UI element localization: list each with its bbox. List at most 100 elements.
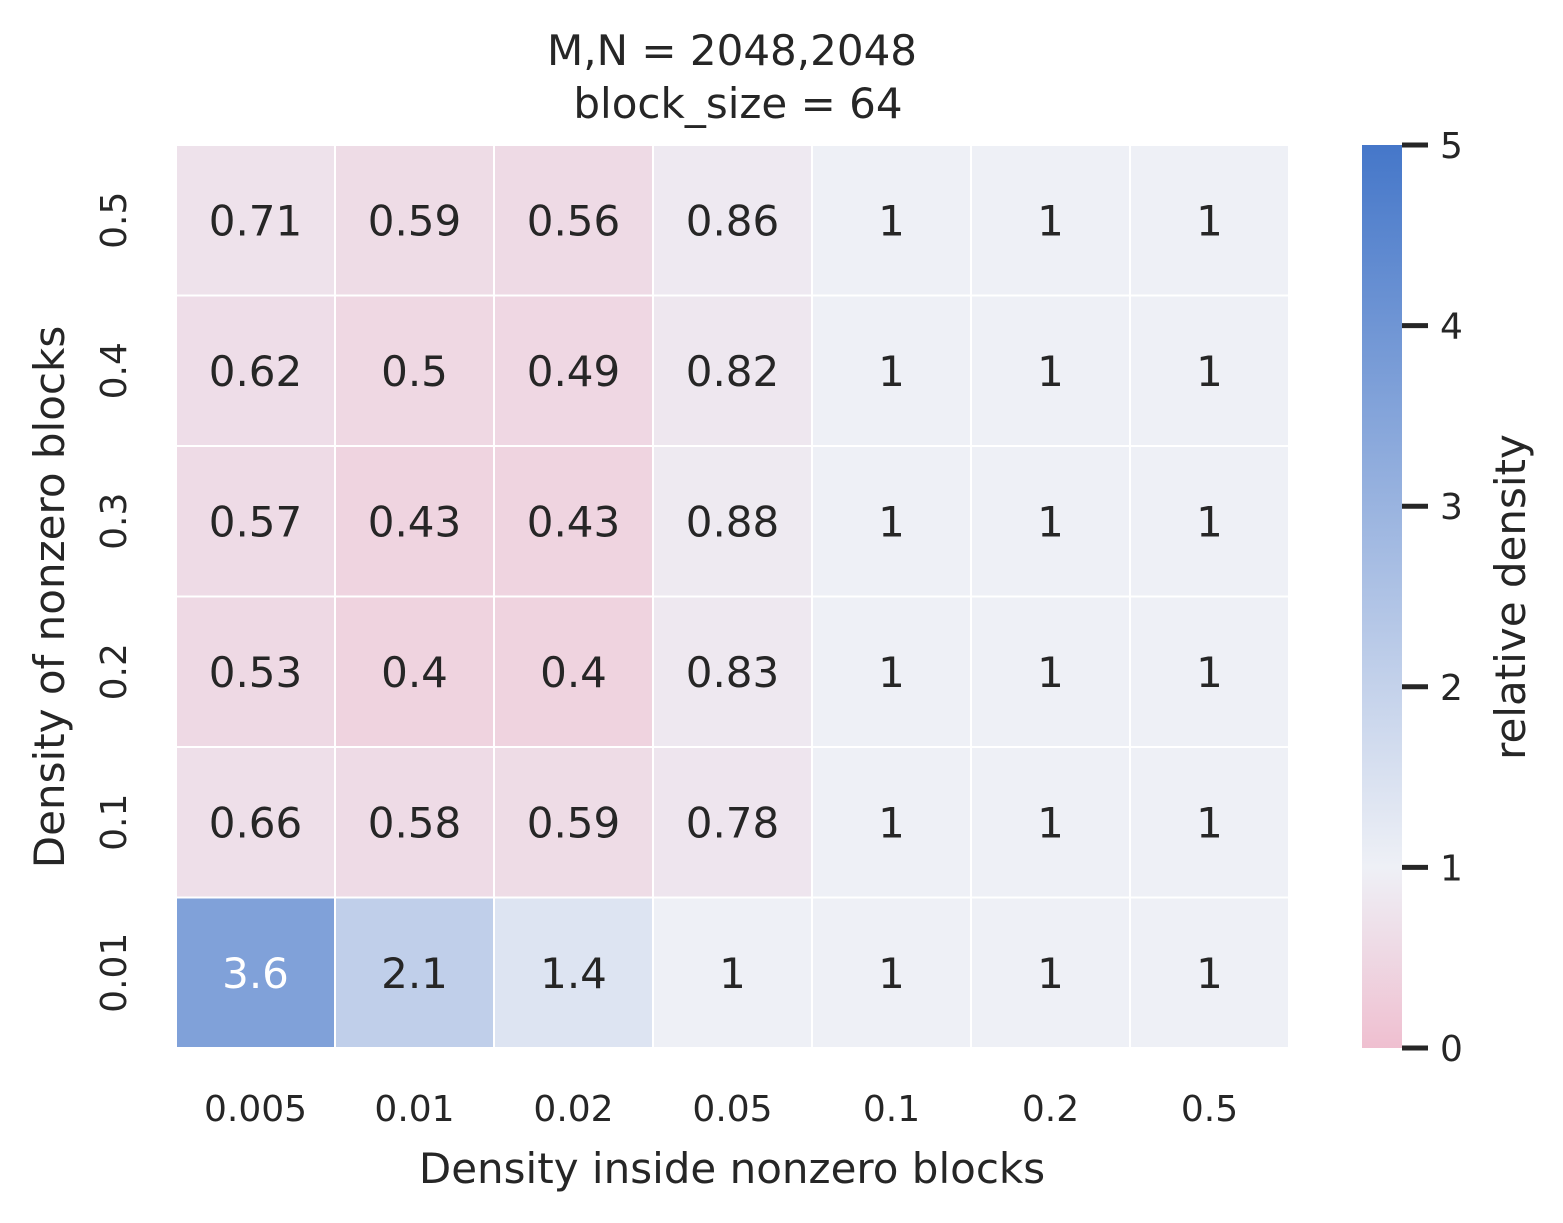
cell-value-label: 0.71 <box>209 196 303 245</box>
heatmap-cell <box>1129 445 1290 598</box>
cell-value-label: 1 <box>1196 949 1223 998</box>
heatmap-cell <box>334 896 495 1049</box>
cell-value-label: 1 <box>1196 497 1223 546</box>
cell-value-label: 0.43 <box>368 497 462 546</box>
heatmap-cell <box>811 896 972 1049</box>
cell-value-label: 0.59 <box>368 196 462 245</box>
heatmap-cell <box>970 445 1131 598</box>
cell-value-label: 0.62 <box>209 347 303 396</box>
x-tick-label: 0.5 <box>1181 1089 1238 1130</box>
cell-value-label: 0.88 <box>686 497 780 546</box>
heatmap-cell <box>811 144 972 297</box>
heatmap-cell <box>493 896 654 1049</box>
cell-value-label: 0.56 <box>527 196 621 245</box>
heatmap-cell <box>175 896 336 1049</box>
heatmap-cell <box>652 896 813 1049</box>
cell-value-label: 1 <box>1196 347 1223 396</box>
heatmap-cell <box>493 144 654 297</box>
chart-title-line-1: M,N = 2048,2048 <box>547 26 917 75</box>
heatmap-cell <box>334 595 495 748</box>
colorbar-tick-label: 4 <box>1440 307 1463 348</box>
y-tick-label: 0.2 <box>94 643 135 700</box>
cell-value-label: 1 <box>878 798 905 847</box>
cell-value-label: 0.49 <box>527 347 621 396</box>
cell-value-label: 1 <box>878 648 905 697</box>
heatmap-cell <box>970 595 1131 748</box>
y-tick-label: 0.3 <box>94 493 135 550</box>
heatmap-cell <box>652 595 813 748</box>
heatmap-cell <box>334 144 495 297</box>
colorbar-ticks: 0 1 2 3 4 5 <box>1402 126 1463 1070</box>
heatmap-cell <box>1129 746 1290 899</box>
heatmap-cell <box>811 445 972 598</box>
cell-value-label: 1 <box>1037 347 1064 396</box>
heatmap-cell <box>652 445 813 598</box>
cell-value-label: 0.4 <box>540 648 607 697</box>
cell-value-label: 0.86 <box>686 196 780 245</box>
y-tick-label: 0.4 <box>94 342 135 399</box>
cell-value-label: 0.82 <box>686 347 780 396</box>
x-tick-label: 0.01 <box>374 1089 454 1130</box>
cell-value-label: 3.6 <box>222 949 289 998</box>
heatmap-cell <box>334 445 495 598</box>
x-tick-label: 0.1 <box>863 1089 920 1130</box>
heatmap-cell <box>493 746 654 899</box>
cell-value-label: 0.59 <box>527 798 621 847</box>
colorbar-tick-label: 1 <box>1440 848 1463 889</box>
y-axis-label: Density of nonzero blocks <box>25 326 74 868</box>
heatmap-cell <box>811 294 972 447</box>
colorbar-label: relative density <box>1486 434 1535 760</box>
cell-value-label: 0.57 <box>209 497 303 546</box>
cell-value-label: 1 <box>1196 196 1223 245</box>
cell-value-label: 1 <box>878 949 905 998</box>
cell-value-label: 0.58 <box>368 798 462 847</box>
heatmap-cell <box>652 144 813 297</box>
cell-value-label: 1 <box>1037 648 1064 697</box>
cell-value-label: 1 <box>1196 648 1223 697</box>
y-tick-label: 0.5 <box>94 192 135 249</box>
cell-value-label: 1 <box>878 196 905 245</box>
cell-value-label: 0.4 <box>381 648 448 697</box>
heatmap-cell <box>970 144 1131 297</box>
cell-value-label: 2.1 <box>381 949 448 998</box>
x-tick-label: 0.02 <box>533 1089 613 1130</box>
cell-value-label: 1 <box>1037 798 1064 847</box>
cell-value-label: 1 <box>1037 949 1064 998</box>
colorbar <box>1362 145 1402 1048</box>
cell-value-label: 0.53 <box>209 648 303 697</box>
colorbar-tick-label: 0 <box>1440 1029 1463 1070</box>
heatmap-cell <box>970 294 1131 447</box>
cell-value-label: 1 <box>719 949 746 998</box>
colorbar-tick-label: 5 <box>1440 126 1463 167</box>
chart-title-line-2: block_size = 64 <box>573 79 902 128</box>
heatmap-cell <box>175 595 336 748</box>
heatmap-cell <box>970 896 1131 1049</box>
y-tick-labels: 0.5 0.4 0.3 0.2 0.1 0.01 <box>94 192 135 1013</box>
x-tick-label: 0.2 <box>1022 1089 1079 1130</box>
cell-value-label: 1 <box>878 347 905 396</box>
x-tick-label: 0.005 <box>204 1089 307 1130</box>
cell-value-label: 0.83 <box>686 648 780 697</box>
heatmap-cell <box>175 746 336 899</box>
cell-value-label: 0.43 <box>527 497 621 546</box>
heatmap-cell <box>493 294 654 447</box>
heatmap-cell <box>175 294 336 447</box>
heatmap-cell <box>493 445 654 598</box>
cell-value-label: 1 <box>1037 497 1064 546</box>
cell-value-label: 1 <box>878 497 905 546</box>
heatmap-cell <box>1129 896 1290 1049</box>
x-axis-label: Density inside nonzero blocks <box>419 1144 1045 1193</box>
heatmap-cell <box>1129 595 1290 748</box>
cell-value-label: 1.4 <box>540 949 607 998</box>
y-tick-label: 0.01 <box>94 933 135 1013</box>
cell-value-label: 0.5 <box>381 347 448 396</box>
cell-value-label: 0.78 <box>686 798 780 847</box>
colorbar-tick-label: 3 <box>1440 487 1463 528</box>
heatmap-cells: 0.71 0.59 0.56 0.86 1 1 1 0.62 0.5 0.49 0.82 1 1 1 0.5… <box>175 144 1290 1049</box>
x-tick-labels: 0.005 0.01 0.02 0.05 0.1 0.2 0.5 <box>204 1089 1238 1130</box>
x-tick-label: 0.05 <box>692 1089 772 1130</box>
heatmap-cell <box>175 144 336 297</box>
colorbar-tick-label: 2 <box>1440 668 1463 709</box>
cell-value-label: 1 <box>1196 798 1223 847</box>
